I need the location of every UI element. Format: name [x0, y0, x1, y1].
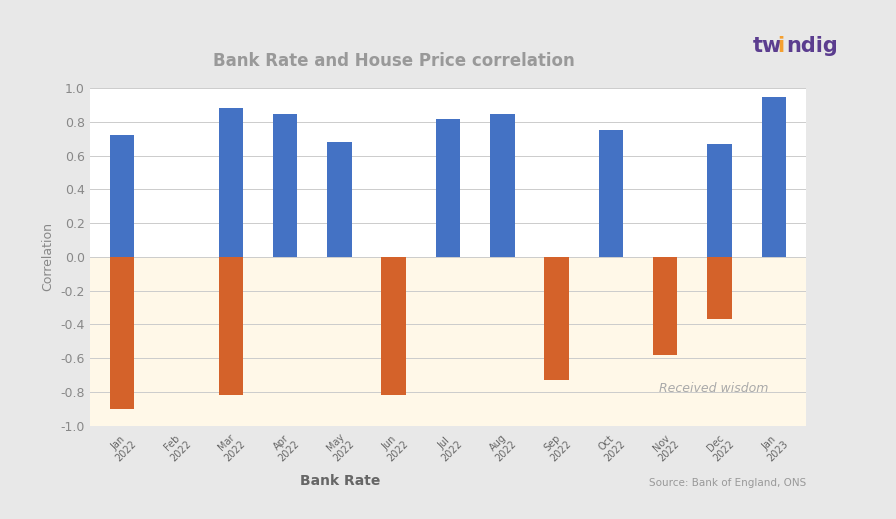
Text: Source: Bank of England, ONS: Source: Bank of England, ONS	[649, 478, 806, 488]
Bar	[545, 257, 569, 380]
Bar	[110, 257, 134, 409]
Bar	[762, 97, 786, 257]
Text: i: i	[778, 36, 785, 57]
Text: Received wisdom: Received wisdom	[659, 382, 769, 395]
Bar	[653, 257, 677, 355]
Bar	[110, 135, 134, 257]
Bar	[219, 257, 243, 395]
Bar	[327, 142, 351, 257]
Y-axis label: Correlation: Correlation	[42, 223, 55, 291]
Bar	[490, 114, 514, 257]
Bar	[219, 108, 243, 257]
Bar	[273, 114, 297, 257]
Bar	[90, 257, 806, 426]
Bar	[599, 130, 623, 257]
Bar	[435, 119, 461, 257]
Bar	[707, 144, 732, 257]
Bar	[382, 257, 406, 395]
Bar	[707, 257, 732, 319]
Text: Bank Rate and House Price correlation: Bank Rate and House Price correlation	[213, 52, 575, 70]
Text: ndig: ndig	[786, 36, 838, 57]
Text: Bank Rate: Bank Rate	[300, 474, 381, 488]
Text: tw: tw	[753, 36, 782, 57]
